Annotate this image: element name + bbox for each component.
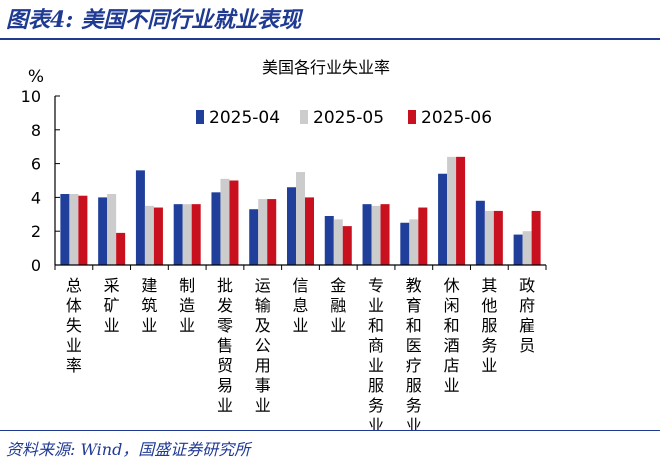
bar-2025-06-10 [456,156,466,265]
legend-swatch-2025-04 [196,110,204,124]
bar-2025-06-7 [342,226,352,265]
bar-2025-05-10 [447,156,457,265]
x-tick-label: 制造业 [179,276,195,335]
bar-2025-06-11 [493,210,503,265]
y-tick-label: 6 [31,155,41,174]
bar-2025-06-8 [380,204,390,265]
bar-2025-06-2 [153,207,163,265]
bar-2025-05-9 [409,219,419,265]
legend: 2025-04 2025-05 2025-06 [196,108,492,128]
bar-2025-04-1 [98,197,108,265]
bar-2025-04-0 [60,194,70,265]
x-tick-label: 运输及公用事业 [255,276,271,415]
y-tick-label: 8 [31,121,41,140]
x-tick-label: 休闲和酒店业 [444,276,460,395]
bar-2025-06-3 [191,204,201,265]
legend-swatch-2025-05 [300,110,308,124]
bar-2025-05-2 [144,205,154,265]
bar-2025-06-5 [267,199,277,265]
bar-2025-05-7 [333,219,343,265]
source-rule [0,430,660,431]
bar-2025-04-8 [362,204,372,265]
bar-2025-04-3 [173,204,183,265]
figure-title: 图表4: 美国不同行业就业表现 [6,7,302,33]
bar-2025-04-11 [475,200,485,265]
bar-2025-06-6 [305,197,314,265]
bar-2025-04-5 [249,209,259,265]
bar-2025-05-6 [296,172,305,265]
bar-2025-06-0 [78,195,88,265]
bar-2025-04-12 [513,234,523,265]
bar-2025-05-5 [258,199,268,265]
bar-2025-05-0 [69,194,79,265]
y-tick-label: 10 [21,87,41,106]
bar-2025-05-1 [107,194,117,265]
bars [60,156,541,265]
bar-2025-05-4 [220,178,230,265]
legend-swatch-2025-06 [408,110,416,124]
x-tick-label: 专业和商业服务业 [368,276,384,430]
bar-2025-05-12 [522,231,532,265]
x-tick-label: 其他服务业 [481,276,497,375]
x-tick-labels: 总体失业率 采矿业 建筑业 制造业 批发零售贸易业 运输及公用事业 信息业 金融业 专业和商业服… [66,276,535,430]
legend-label: 2025-04 [209,108,280,128]
x-tick-label: 教育和医疗服务业 [406,276,422,430]
bar-2025-05-8 [371,205,381,265]
x-tick-label: 建筑业 [141,276,157,335]
bar-2025-04-6 [287,187,296,265]
x-tick-label: 信息业 [292,276,308,335]
bar-2025-04-10 [438,173,448,265]
chart-title: 美国各行业失业率 [262,58,390,77]
x-tick-label: 政府雇员 [519,276,535,355]
legend-label: 2025-05 [313,108,384,128]
bar-2025-06-12 [531,210,541,265]
x-tick-label: 总体失业率 [66,276,82,375]
bar-2025-04-7 [324,215,334,265]
y-tick-label: 2 [31,222,41,241]
y-axis-label: % [28,67,44,87]
legend-label: 2025-06 [421,108,492,128]
bar-2025-06-4 [229,180,239,265]
bar-2025-04-2 [135,170,145,265]
title-rule [0,38,660,40]
bar-2025-06-1 [116,232,126,265]
axes: 0 2 4 6 8 10 [21,87,547,275]
bar-2025-04-9 [400,222,410,265]
x-tick-label: 金融业 [330,276,346,335]
y-tick-label: 0 [31,256,41,275]
bar-2025-05-11 [484,210,494,265]
bar-2025-06-9 [418,207,428,265]
chart: 美国各行业失业率 % 2025-04 2025-05 2025-06 0 2 4 6 8 10… [21,58,547,430]
source-note: 资料来源: Wind，国盛证券研究所 [6,440,251,459]
x-tick-label: 采矿业 [104,276,120,335]
x-tick-label: 批发零售贸易业 [217,276,233,415]
bar-2025-05-3 [182,204,192,265]
y-tick-label: 4 [31,188,41,207]
bar-2025-04-4 [211,192,221,265]
